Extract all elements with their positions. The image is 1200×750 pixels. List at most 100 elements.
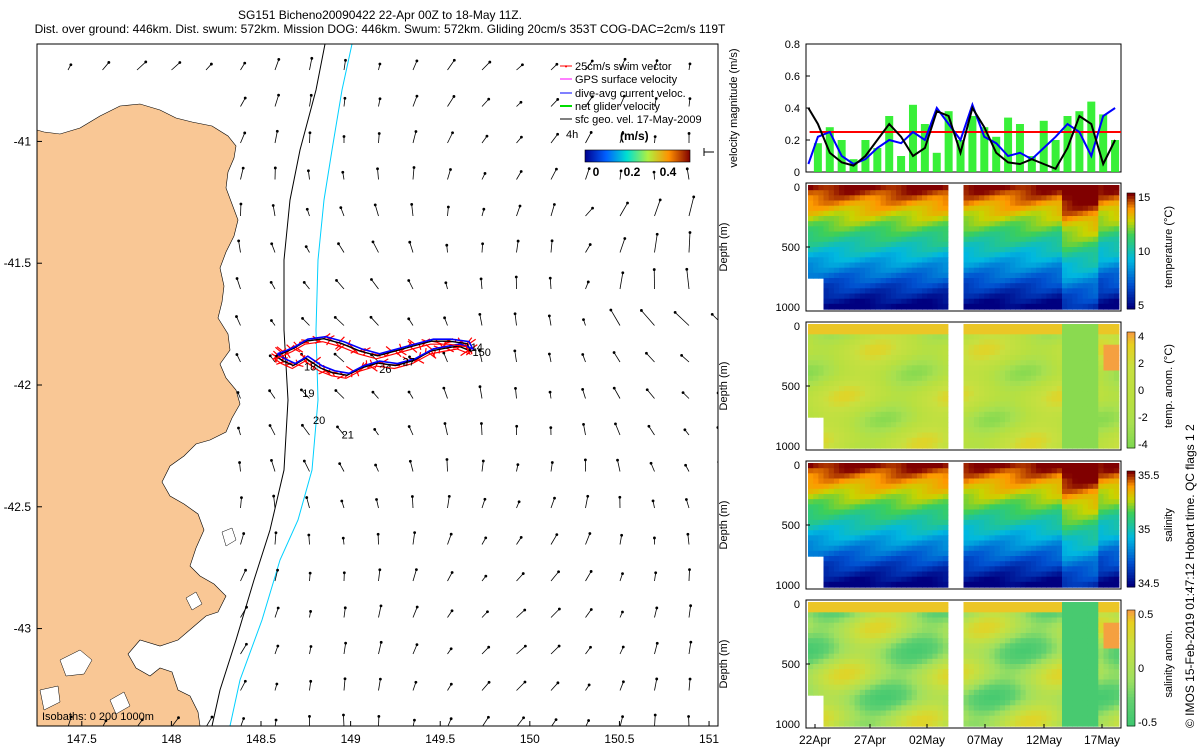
- section-cell: [839, 380, 845, 387]
- section-cell: [942, 406, 949, 413]
- section-cell: [828, 483, 835, 490]
- velocity-arrow-head: [487, 645, 491, 649]
- section-cell: [1036, 293, 1042, 300]
- section-cell: [833, 442, 840, 449]
- section-cell: [1077, 200, 1084, 207]
- section-cell: [968, 540, 975, 547]
- section-cell: [932, 375, 938, 382]
- velocity-arrow-head: [619, 169, 623, 173]
- section-cell: [922, 195, 928, 202]
- colorbar-segment: [1127, 268, 1135, 272]
- section-cell: [1113, 396, 1120, 403]
- section-cell: [932, 293, 938, 300]
- section-cell: [927, 545, 933, 552]
- section-cell: [1010, 205, 1016, 212]
- colorbar-segment: [1127, 372, 1135, 376]
- section-cell: [890, 221, 897, 228]
- section-cell: [890, 355, 897, 361]
- section-cell: [989, 195, 995, 202]
- section-cell: [1113, 365, 1120, 372]
- section-cell: [1030, 293, 1037, 300]
- section-cell: [854, 432, 861, 439]
- section-cell: [973, 391, 980, 398]
- section-cell: [833, 231, 840, 238]
- section-cell: [1072, 344, 1078, 351]
- velocity-arrow-head: [685, 267, 689, 271]
- section-cell: [1072, 499, 1078, 506]
- section-cell: [901, 530, 907, 537]
- section-cell: [1020, 468, 1027, 475]
- velocity-arrow: [335, 317, 345, 326]
- velocity-arrow: [409, 242, 414, 253]
- section-cell: [1082, 231, 1089, 238]
- depth-ylabel: Depth (m): [718, 362, 730, 411]
- section-cell: [1113, 185, 1120, 191]
- section-cell: [932, 519, 938, 526]
- section-cell: [833, 504, 840, 511]
- section-cell: [1056, 236, 1063, 243]
- section-cell: [1093, 437, 1099, 444]
- section-cell: [1025, 205, 1032, 212]
- velocity-arrow: [585, 168, 590, 180]
- section-cell: [927, 437, 933, 444]
- section-cell: [999, 272, 1006, 279]
- section-cell: [808, 411, 814, 418]
- section-cell: [1062, 442, 1068, 449]
- section-cell: [849, 355, 856, 361]
- section-cell: [1067, 375, 1073, 382]
- section-cell: [1041, 442, 1047, 449]
- section-cell: [979, 205, 985, 212]
- section-cell: [1082, 427, 1089, 434]
- section-cell: [973, 556, 980, 562]
- section-cell: [1025, 195, 1032, 202]
- section-cell: [1046, 530, 1052, 537]
- section-cell: [1062, 391, 1068, 398]
- section-cell: [1093, 519, 1099, 526]
- section-cell: [896, 278, 902, 284]
- section-cell: [1103, 478, 1110, 485]
- section-cell: [1020, 257, 1027, 264]
- velocity-arrow-head: [446, 205, 450, 209]
- section-cell: [813, 519, 819, 526]
- colorbar-segment: [1127, 560, 1135, 565]
- velocity-arrow: [550, 134, 558, 144]
- section-cell: [885, 483, 892, 490]
- section-cell: [911, 360, 918, 367]
- section-cell: [1093, 205, 1099, 212]
- section-cell: [968, 329, 975, 336]
- velocity-arrow: [619, 272, 624, 290]
- section-cell: [968, 581, 975, 588]
- section-cell: [999, 396, 1006, 403]
- section-cell: [1082, 525, 1089, 531]
- section-cell: [994, 355, 1001, 361]
- section-cell: [896, 525, 902, 531]
- section-cell: [922, 514, 928, 521]
- section-cell: [885, 530, 892, 537]
- velocity-arrow: [240, 681, 246, 691]
- velocity-arrow: [335, 390, 345, 399]
- colorbar-segment: [1127, 381, 1135, 385]
- section-cell: [808, 627, 814, 634]
- section-cell: [875, 360, 881, 367]
- section-cell: [808, 324, 814, 330]
- section-cell: [875, 417, 881, 423]
- section-cell: [994, 324, 1001, 330]
- colorbar-segment: [1127, 529, 1135, 533]
- section-cell: [1056, 540, 1063, 547]
- section-cell: [1062, 525, 1068, 531]
- section-cell: [922, 519, 928, 526]
- velocity-arrow-head: [692, 195, 696, 199]
- section-cell: [968, 463, 975, 469]
- section-cell: [1093, 216, 1099, 222]
- section-cell: [1046, 432, 1052, 439]
- section-cell: [1067, 380, 1073, 387]
- section-cell: [937, 257, 944, 264]
- section-cell: [922, 272, 928, 279]
- colorbar-frame: [1126, 192, 1136, 310]
- section-cell: [937, 417, 944, 423]
- section-cell: [896, 334, 902, 341]
- velocity-arrow: [272, 205, 276, 217]
- section-cell: [823, 422, 830, 429]
- section-cell: [1036, 540, 1042, 547]
- section-cell: [1062, 545, 1068, 552]
